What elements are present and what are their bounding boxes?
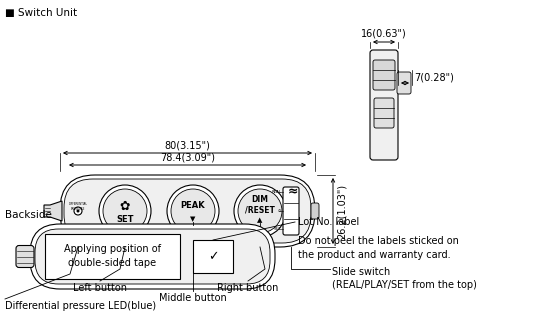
FancyBboxPatch shape [30, 224, 275, 289]
Text: ▲: ▲ [257, 217, 263, 223]
Circle shape [74, 207, 82, 215]
FancyBboxPatch shape [16, 246, 34, 268]
Text: ✿: ✿ [120, 199, 130, 213]
Text: SET: SET [274, 227, 281, 231]
Bar [45, 234, 180, 279]
Text: ▼: ▼ [190, 216, 196, 222]
Text: Slide switch
(REAL/PLAY/SET from the top): Slide switch (REAL/PLAY/SET from the top… [332, 267, 477, 290]
Polygon shape [44, 201, 62, 221]
FancyBboxPatch shape [397, 72, 411, 94]
FancyBboxPatch shape [374, 98, 394, 128]
FancyBboxPatch shape [283, 187, 299, 235]
Text: DIM
/RESET: DIM /RESET [245, 195, 275, 215]
Text: Middle button: Middle button [159, 293, 227, 303]
FancyBboxPatch shape [64, 179, 311, 243]
FancyBboxPatch shape [60, 175, 315, 247]
Text: ■ Switch Unit: ■ Switch Unit [5, 8, 77, 18]
Text: 16(0.63"): 16(0.63") [361, 29, 407, 39]
Text: DIFFERENTIAL
PRESSURE: DIFFERENTIAL PRESSURE [69, 202, 87, 211]
Text: Backside: Backside [5, 210, 52, 220]
FancyBboxPatch shape [373, 60, 395, 90]
Text: Applying position of
double-sided tape: Applying position of double-sided tape [64, 245, 161, 268]
Text: Left button: Left button [73, 283, 127, 293]
Circle shape [76, 209, 80, 213]
Circle shape [238, 189, 282, 233]
Circle shape [167, 185, 219, 237]
Circle shape [171, 189, 215, 233]
Circle shape [234, 185, 286, 237]
Text: 26.2(1.03"): 26.2(1.03") [337, 183, 347, 239]
Text: PEAK: PEAK [181, 202, 205, 210]
Text: 80(3.15"): 80(3.15") [164, 140, 211, 150]
Text: Differential pressure LED(blue): Differential pressure LED(blue) [5, 301, 156, 311]
Text: ≈: ≈ [288, 185, 298, 198]
Text: ⊙: ⊙ [278, 209, 281, 213]
Text: Do not peel the labels sticked on
the product and warranty card.: Do not peel the labels sticked on the pr… [298, 236, 459, 260]
Text: ✓: ✓ [208, 250, 218, 263]
Bar [193, 240, 233, 273]
FancyBboxPatch shape [35, 229, 270, 284]
Text: SET: SET [116, 215, 134, 225]
Text: 7(0.28"): 7(0.28") [414, 72, 454, 82]
FancyBboxPatch shape [311, 203, 319, 219]
Text: 78.4(3.09"): 78.4(3.09") [160, 152, 215, 162]
Text: Right button: Right button [217, 283, 279, 293]
Text: REAL: REAL [271, 190, 281, 194]
Text: Lot No. label: Lot No. label [298, 217, 359, 227]
Circle shape [99, 185, 151, 237]
Circle shape [103, 189, 147, 233]
FancyBboxPatch shape [370, 50, 398, 160]
